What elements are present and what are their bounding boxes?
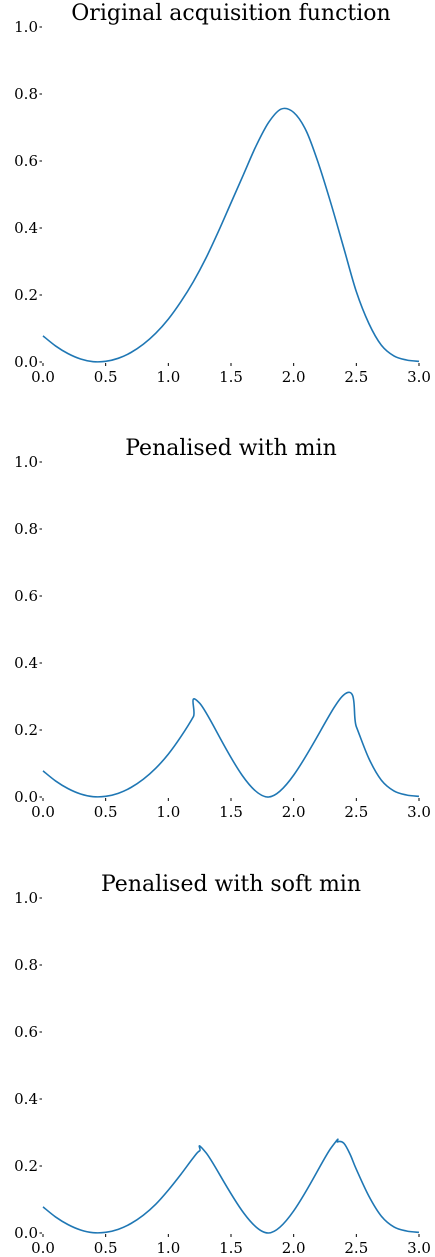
y-tick-label: 1.0 (14, 453, 38, 471)
y-tick-label: 0.4 (14, 654, 38, 672)
chart-title: Penalised with soft min (101, 872, 361, 897)
y-tick-label: 0.8 (14, 85, 38, 103)
x-tick-label: 0.0 (31, 1239, 55, 1257)
y-tick-label: 0.2 (14, 1157, 38, 1175)
series-line (42, 691, 420, 798)
x-tick-label: 1.0 (156, 803, 180, 821)
y-tick-label: 0.4 (14, 1090, 38, 1108)
x-tick-label: 2.5 (344, 368, 368, 386)
x-tick-label: 1.5 (219, 1239, 243, 1257)
y-tick-label: 0.6 (14, 587, 38, 605)
x-tick-label: 2.0 (282, 803, 306, 821)
chart-panel-1: Original acquisition function 0.0 0.2 0.4 0.… (14, 1, 431, 386)
x-tick-label: 1.5 (219, 368, 243, 386)
x-tick-label: 0.0 (31, 368, 55, 386)
x-tick-label: 0.5 (94, 1239, 118, 1257)
chart-panel-3: Penalised with soft min 0.0 0.2 0.4 0.6 0.8 1.… (14, 872, 431, 1257)
x-tick-label: 3.0 (407, 803, 431, 821)
y-tick-label: 0.8 (14, 520, 38, 538)
chart-title: Original acquisition function (71, 1, 390, 26)
x-tick-label: 2.0 (282, 1239, 306, 1257)
x-tick-label: 2.5 (344, 1239, 368, 1257)
y-tick-label: 0.2 (14, 286, 38, 304)
y-tick-label: 1.0 (14, 889, 38, 907)
y-tick-label: 0.2 (14, 721, 38, 739)
x-tick-label: 0.5 (94, 803, 118, 821)
x-tick-label: 3.0 (407, 368, 431, 386)
x-tick-label: 1.5 (219, 803, 243, 821)
x-tick-label: 3.0 (407, 1239, 431, 1257)
y-tick-label: 0.0 (14, 1224, 38, 1242)
x-tick-label: 1.0 (156, 1239, 180, 1257)
y-tick-label: 0.0 (14, 788, 38, 806)
y-tick-label: 1.0 (14, 18, 38, 36)
x-tick-label: 1.0 (156, 368, 180, 386)
y-tick-label: 0.4 (14, 219, 38, 237)
x-tick-label: 2.0 (282, 368, 306, 386)
y-tick-label: 0.6 (14, 152, 38, 170)
y-tick-label: 0.0 (14, 353, 38, 371)
x-tick-label: 0.0 (31, 803, 55, 821)
chart-panel-2: Penalised with min 0.0 0.2 0.4 0.6 0.8 1.0 0.0 0… (14, 436, 431, 821)
y-tick-label: 0.6 (14, 1023, 38, 1041)
series-line (42, 1138, 420, 1234)
series-line (42, 107, 420, 363)
chart-title: Penalised with min (125, 436, 337, 461)
y-tick-label: 0.8 (14, 956, 38, 974)
x-tick-label: 2.5 (344, 803, 368, 821)
x-tick-label: 0.5 (94, 368, 118, 386)
